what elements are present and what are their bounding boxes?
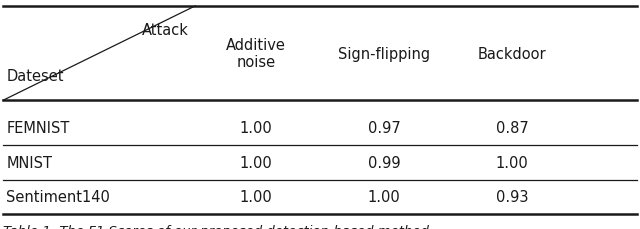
Text: Sign-flipping: Sign-flipping — [338, 46, 430, 61]
Text: 1.00: 1.00 — [239, 189, 273, 204]
Text: Sentiment140: Sentiment140 — [6, 189, 110, 204]
Text: 0.99: 0.99 — [368, 155, 400, 170]
Text: FEMNIST: FEMNIST — [6, 121, 70, 136]
Text: Backdoor: Backdoor — [477, 46, 547, 61]
Text: 0.93: 0.93 — [496, 189, 528, 204]
Text: 0.87: 0.87 — [495, 121, 529, 136]
Text: 1.00: 1.00 — [239, 121, 273, 136]
Text: 0.97: 0.97 — [367, 121, 401, 136]
Text: Attack: Attack — [142, 23, 189, 38]
Text: Additive
noise: Additive noise — [226, 38, 286, 70]
Text: 1.00: 1.00 — [495, 155, 529, 170]
Text: Dateset: Dateset — [6, 69, 64, 84]
Text: MNIST: MNIST — [6, 155, 52, 170]
Text: Table 1: The F1 Scores of our proposed detection-based method: Table 1: The F1 Scores of our proposed d… — [3, 224, 429, 229]
Text: 1.00: 1.00 — [367, 189, 401, 204]
Text: 1.00: 1.00 — [239, 155, 273, 170]
